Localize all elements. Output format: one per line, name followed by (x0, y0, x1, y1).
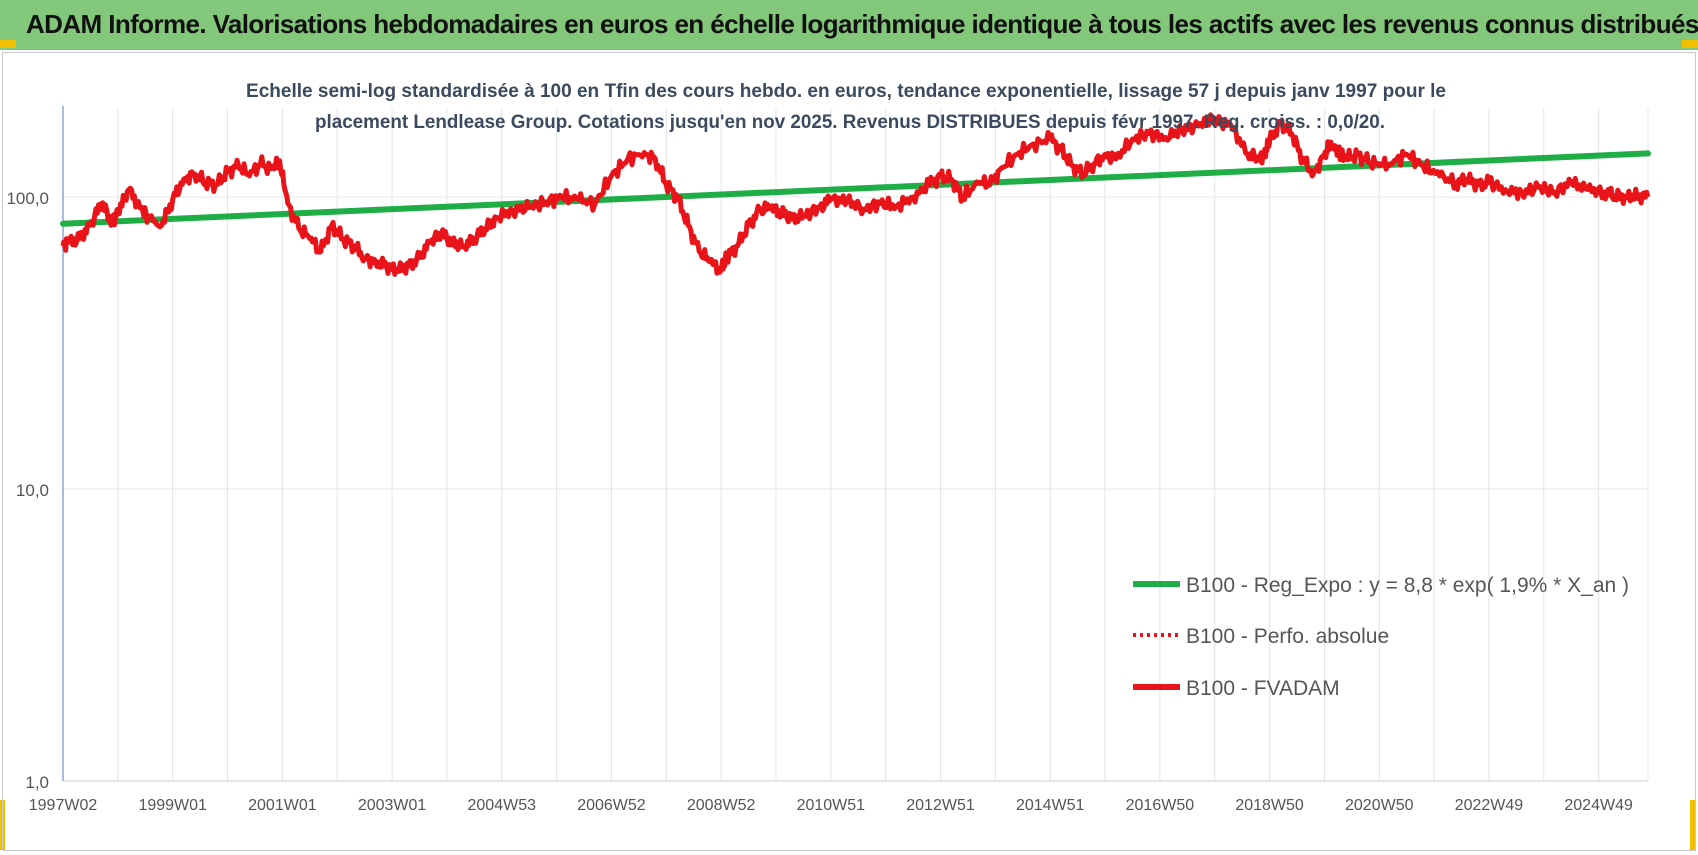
series-line-regression (60, 150, 1651, 227)
chart-frame (2, 52, 1696, 851)
x-tick-label: 2004W53 (468, 797, 537, 814)
series-line-fvadam (60, 112, 1651, 277)
corner-marker-bottom-right (1690, 800, 1695, 850)
x-tick-label: 2020W50 (1345, 797, 1414, 814)
legend-label-fvadam: B100 - FVADAM (1186, 677, 1340, 700)
x-tick-label: 2014W51 (1016, 797, 1085, 814)
x-tick-label: 2008W52 (687, 797, 756, 814)
legend-label-perfo: B100 - Perfo. absolue (1186, 625, 1389, 648)
x-tick-label: 2024W49 (1564, 797, 1633, 814)
x-tick-label: 2010W51 (797, 797, 866, 814)
y-tick-label: 1,0 (25, 773, 49, 792)
x-tick-label: 2006W52 (577, 797, 646, 814)
y-tick-label: 10,0 (16, 481, 49, 500)
legend-label-regression: B100 - Reg_Expo : y = 8,8 * exp( 1,9% * … (1186, 574, 1629, 597)
x-axis-ticks: 1997W02 1999W01 2001W01 2003W01 2004W53 2006W… (29, 797, 1633, 814)
series-layer (60, 112, 1651, 277)
y-axis-ticks: 1,0 10,0 100,0 (6, 189, 49, 792)
x-tick-label: 1999W01 (138, 797, 207, 814)
page-title: ADAM Informe. Valorisations hebdomadaire… (26, 9, 1698, 39)
x-tick-label: 2022W49 (1455, 797, 1524, 814)
chart-title-line-1: Echelle semi-log standardisée à 100 en T… (246, 81, 1446, 102)
x-tick-label: 2001W01 (248, 797, 317, 814)
corner-marker-top-right (1682, 40, 1698, 48)
x-tick-label: 1997W02 (29, 797, 98, 814)
chart-title-line-2: placement Lendlease Group. Cotations jus… (315, 112, 1385, 133)
x-tick-label: 2018W50 (1235, 797, 1304, 814)
x-tick-label: 2012W51 (906, 797, 975, 814)
x-tick-label: 2016W50 (1126, 797, 1195, 814)
corner-marker-top-left (0, 40, 16, 48)
x-tick-label: 2003W01 (358, 797, 427, 814)
y-tick-label: 100,0 (6, 189, 49, 208)
title-banner: ADAM Informe. Valorisations hebdomadaire… (0, 0, 1698, 50)
legend: B100 - Reg_Expo : y = 8,8 * exp( 1,9% * … (1133, 574, 1629, 700)
